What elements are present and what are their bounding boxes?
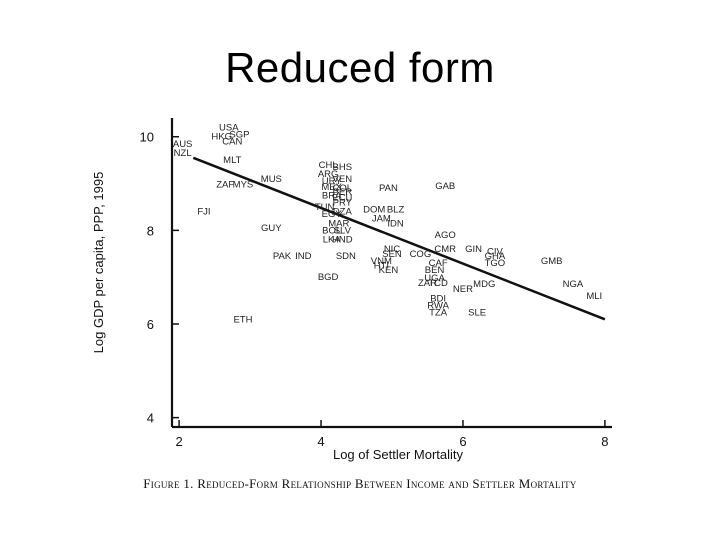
x-tick-label: 2 xyxy=(175,434,182,449)
data-point-vnm: VNM xyxy=(371,256,392,267)
x-axis-label: Log of Settler Mortality xyxy=(333,447,464,462)
data-point-ven: VEN xyxy=(333,174,353,185)
data-point-bgd: BGD xyxy=(318,272,339,283)
data-point-nga: NGA xyxy=(563,279,584,290)
data-point-hti: HTI xyxy=(374,260,389,271)
data-point-bra: BRA xyxy=(322,190,342,201)
data-point-ind: IND xyxy=(295,251,312,262)
data-point-zaf: ZAF xyxy=(216,179,234,190)
data-point-egy: EGY xyxy=(322,209,343,220)
data-point-sdn: SDN xyxy=(336,251,356,262)
data-point-jam: JAM xyxy=(372,214,391,225)
data-point-zar: ZAR xyxy=(418,278,437,289)
data-point-tza: TZA xyxy=(429,307,448,318)
y-tick-label: 8 xyxy=(147,223,154,238)
data-point-mys: MYS xyxy=(233,179,254,190)
data-point-tun: TUN xyxy=(315,202,335,213)
data-point-ury: URY xyxy=(322,176,343,187)
slide-title: Reduced form xyxy=(225,44,495,91)
data-point-dom: DOM xyxy=(363,204,385,215)
data-point-pak: PAK xyxy=(273,251,292,262)
data-point-gmb: GMB xyxy=(541,256,563,267)
data-point-bdi: BDI xyxy=(430,293,446,304)
data-point-gha: GHA xyxy=(485,251,506,262)
data-point-ken: KEN xyxy=(379,265,399,276)
data-point-aus: AUS xyxy=(173,139,193,150)
data-point-tcd: TCD xyxy=(428,278,448,289)
data-point-bol: BOL xyxy=(322,225,341,236)
plot-frame xyxy=(170,118,612,429)
data-point-sgp: SGP xyxy=(229,129,249,140)
data-point-uga: UGA xyxy=(424,273,445,284)
y-tick-label: 4 xyxy=(147,411,154,426)
data-point-hnd: HND xyxy=(332,235,353,246)
data-point-eth: ETH xyxy=(233,314,252,325)
data-point-usa: USA xyxy=(219,122,239,133)
figure-caption: Figure 1. Reduced-Form Relationship Betw… xyxy=(143,476,577,491)
data-point-dza: DZA xyxy=(333,207,353,218)
fit-line xyxy=(192,156,606,321)
data-point-ben: BEN xyxy=(425,265,445,276)
data-point-ecu: ECU xyxy=(332,193,352,204)
data-point-chl: CHL xyxy=(319,160,338,171)
x-tick-label: 6 xyxy=(459,434,466,449)
data-point-ner: NER xyxy=(453,284,473,295)
data-point-mex: MEX xyxy=(321,182,342,193)
data-point-caf: CAF xyxy=(429,258,448,269)
data-point-guy: GUY xyxy=(261,223,282,234)
data-point-bhs: BHS xyxy=(333,162,353,173)
y-axis-label: Log GDP per capita, PPP, 1995 xyxy=(91,172,106,354)
x-tick-label: 8 xyxy=(601,434,608,449)
data-point-sen: SEN xyxy=(382,249,402,260)
data-point-pry: PRY xyxy=(333,197,353,208)
data-point-slv: SLV xyxy=(334,225,352,236)
y-tick-label: 6 xyxy=(147,317,154,332)
x-tick-label: 4 xyxy=(317,434,324,449)
y-tick-label: 10 xyxy=(140,130,154,145)
data-point-ago: AGO xyxy=(435,230,456,241)
data-point-nzl: NZL xyxy=(174,148,192,159)
data-point-hkg: HKG xyxy=(211,132,232,143)
data-point-pan: PAN xyxy=(379,183,398,194)
data-point-arg: ARG xyxy=(318,169,339,180)
data-point-per: PER xyxy=(333,187,353,198)
data-point-col: COL xyxy=(333,183,353,194)
data-point-rwa: RWA xyxy=(427,300,449,311)
data-point-fji: FJI xyxy=(197,207,210,218)
data-point-idn: IDN xyxy=(387,218,404,229)
data-point-civ: CIV xyxy=(487,246,504,257)
data-point-mar: MAR xyxy=(328,218,349,229)
data-point-cmr: CMR xyxy=(434,244,456,255)
data-point-sle: SLE xyxy=(468,307,486,318)
data-point-blz: BLZ xyxy=(387,204,405,215)
data-point-mus: MUS xyxy=(261,174,282,185)
data-point-gin: GIN xyxy=(465,244,482,255)
data-point-gab: GAB xyxy=(435,181,455,192)
data-point-mlt: MLT xyxy=(223,155,241,166)
data-point-nic: NIC xyxy=(384,244,401,255)
data-point-can: CAN xyxy=(222,136,242,147)
axis-ticks: 2 4 6 8 4 6 8 10 xyxy=(140,130,609,449)
data-point-tgo: TGO xyxy=(485,258,506,269)
data-point-mdg: MDG xyxy=(473,279,495,290)
data-point-cog: COG xyxy=(410,249,432,260)
data-point-lka: LKA xyxy=(323,235,342,246)
data-point-mli: MLI xyxy=(586,291,602,302)
